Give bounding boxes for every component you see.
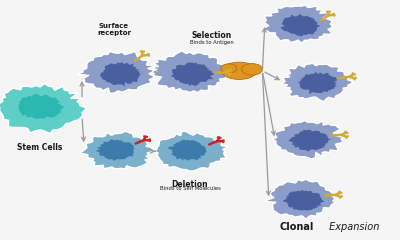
Ellipse shape [242, 64, 262, 75]
Text: Surface
receptor: Surface receptor [97, 23, 131, 36]
Polygon shape [288, 130, 331, 152]
Polygon shape [151, 51, 227, 93]
Polygon shape [168, 139, 207, 161]
Polygon shape [171, 63, 214, 86]
Polygon shape [18, 94, 65, 120]
Polygon shape [100, 62, 141, 86]
Polygon shape [77, 51, 156, 93]
Text: Expansion: Expansion [326, 222, 379, 232]
Ellipse shape [221, 64, 237, 73]
Polygon shape [283, 189, 324, 210]
Ellipse shape [222, 62, 257, 79]
Polygon shape [272, 120, 343, 159]
Polygon shape [0, 84, 87, 134]
Text: Binds to Self Molecules: Binds to Self Molecules [160, 186, 220, 191]
Polygon shape [281, 63, 353, 102]
Text: Stem Cells: Stem Cells [17, 143, 63, 152]
Polygon shape [264, 5, 333, 43]
Text: Binds to Antigen: Binds to Antigen [190, 40, 234, 45]
Polygon shape [298, 72, 337, 94]
Text: Deletion: Deletion [172, 180, 208, 189]
Polygon shape [264, 179, 336, 219]
Text: Clonal: Clonal [280, 222, 314, 232]
Text: Selection: Selection [192, 31, 232, 40]
Polygon shape [280, 14, 320, 36]
Polygon shape [154, 131, 228, 171]
Polygon shape [80, 131, 156, 169]
Polygon shape [96, 139, 135, 161]
